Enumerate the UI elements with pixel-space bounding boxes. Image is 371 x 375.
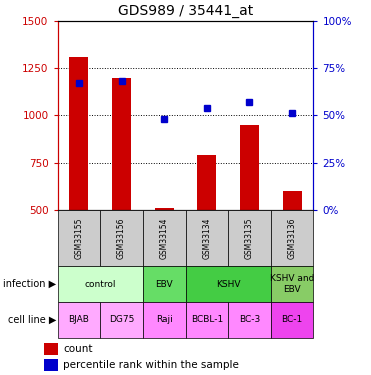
Bar: [155, 208, 174, 210]
Text: GSM33156: GSM33156: [117, 217, 126, 259]
Bar: [143, 266, 186, 302]
Text: KSHV: KSHV: [216, 280, 240, 289]
Text: BCBL-1: BCBL-1: [191, 315, 223, 324]
Text: KSHV and
EBV: KSHV and EBV: [270, 274, 314, 294]
Bar: [100, 302, 143, 338]
Text: cell line ▶: cell line ▶: [8, 315, 56, 325]
Text: GSM33155: GSM33155: [74, 217, 83, 259]
Bar: [45, 343, 58, 355]
Text: DG75: DG75: [109, 315, 134, 324]
Bar: [112, 78, 131, 210]
Text: control: control: [85, 280, 116, 289]
Bar: [58, 266, 143, 302]
Text: EBV: EBV: [155, 280, 173, 289]
Bar: [186, 302, 228, 338]
Text: BC-3: BC-3: [239, 315, 260, 324]
Text: BC-1: BC-1: [282, 315, 303, 324]
Bar: [58, 210, 100, 266]
Bar: [228, 302, 271, 338]
Text: GSM33135: GSM33135: [245, 217, 254, 259]
Bar: [271, 266, 313, 302]
Text: infection ▶: infection ▶: [3, 279, 56, 289]
Bar: [228, 210, 271, 266]
Bar: [240, 125, 259, 210]
Bar: [271, 210, 313, 266]
Bar: [100, 210, 143, 266]
Bar: [186, 266, 271, 302]
Bar: [283, 191, 302, 210]
Text: percentile rank within the sample: percentile rank within the sample: [63, 360, 239, 370]
Text: Raji: Raji: [156, 315, 173, 324]
Bar: [143, 210, 186, 266]
Bar: [186, 210, 228, 266]
Text: GSM33154: GSM33154: [160, 217, 169, 259]
Text: GSM33136: GSM33136: [288, 217, 297, 259]
Text: BJAB: BJAB: [68, 315, 89, 324]
Title: GDS989 / 35441_at: GDS989 / 35441_at: [118, 4, 253, 18]
Text: GSM33134: GSM33134: [202, 217, 211, 259]
Bar: [271, 302, 313, 338]
Bar: [58, 302, 100, 338]
Bar: [143, 302, 186, 338]
Bar: [197, 155, 216, 210]
Bar: [45, 359, 58, 371]
Text: count: count: [63, 344, 93, 354]
Bar: [69, 57, 88, 210]
